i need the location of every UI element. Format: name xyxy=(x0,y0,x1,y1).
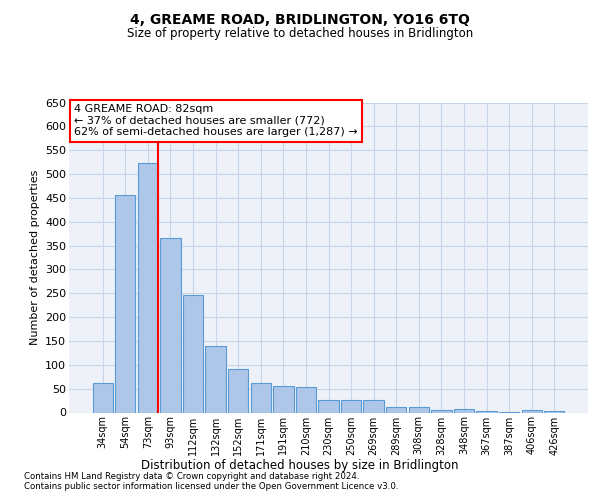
Bar xyxy=(319,400,338,412)
Text: Contains HM Land Registry data © Crown copyright and database right 2024.: Contains HM Land Registry data © Crown c… xyxy=(24,472,359,481)
Y-axis label: Number of detached properties: Number of detached properties xyxy=(29,170,40,345)
Bar xyxy=(544,411,565,412)
Bar xyxy=(138,162,158,412)
Bar xyxy=(115,195,136,412)
Text: 4 GREAME ROAD: 82sqm
← 37% of detached houses are smaller (772)
62% of semi-deta: 4 GREAME ROAD: 82sqm ← 37% of detached h… xyxy=(74,104,358,138)
Bar xyxy=(251,383,271,412)
Bar xyxy=(476,411,497,412)
Bar xyxy=(364,400,384,412)
Bar xyxy=(431,410,452,412)
Bar xyxy=(386,408,406,412)
Text: Size of property relative to detached houses in Bridlington: Size of property relative to detached ho… xyxy=(127,28,473,40)
Bar xyxy=(521,410,542,412)
Bar xyxy=(454,408,474,412)
Bar xyxy=(341,400,361,412)
Bar xyxy=(183,295,203,412)
Bar xyxy=(205,346,226,412)
Text: Contains public sector information licensed under the Open Government Licence v3: Contains public sector information licen… xyxy=(24,482,398,491)
Bar xyxy=(273,386,293,412)
Text: Distribution of detached houses by size in Bridlington: Distribution of detached houses by size … xyxy=(141,458,459,471)
Bar xyxy=(160,238,181,412)
Text: 4, GREAME ROAD, BRIDLINGTON, YO16 6TQ: 4, GREAME ROAD, BRIDLINGTON, YO16 6TQ xyxy=(130,12,470,26)
Bar xyxy=(296,387,316,412)
Bar xyxy=(92,383,113,412)
Bar xyxy=(228,369,248,412)
Bar xyxy=(409,407,429,412)
